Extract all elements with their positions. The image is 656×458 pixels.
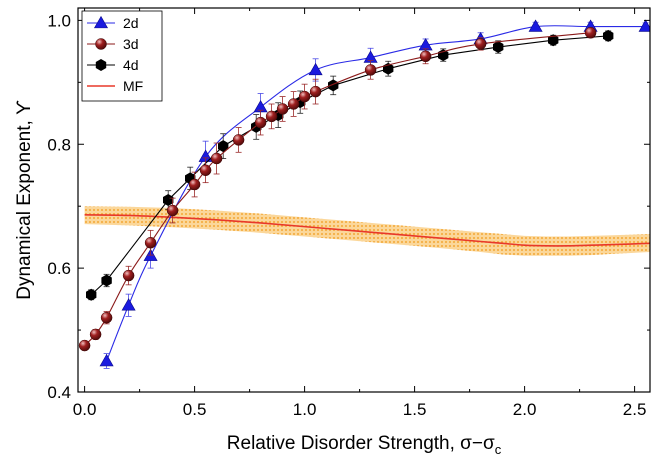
legend-item-3d: 3d: [87, 36, 139, 52]
legend: 2d 3d 4d MF: [81, 10, 163, 102]
legend-label-3d: 3d: [123, 36, 139, 52]
series-3d-point: [298, 90, 311, 103]
series-3d-point: [78, 339, 91, 352]
series-4d-point: [163, 194, 174, 206]
legend-swatch-marker: [95, 38, 107, 50]
series-4d-line: [90, 35, 609, 296]
y-tick-label: 0.8: [47, 135, 71, 154]
series-3d-point: [100, 311, 113, 324]
series-3d-point: [144, 236, 157, 249]
series-3d-point: [166, 204, 179, 217]
series-2d-point: [638, 19, 650, 32]
x-tick-label: 0.5: [183, 400, 207, 419]
series-3d-point: [287, 98, 300, 110]
legend-label-2d: 2d: [123, 15, 139, 31]
series-3d-point: [584, 27, 597, 39]
series-3d-point: [122, 269, 135, 282]
x-tick-label: 2.5: [623, 400, 647, 419]
series-3d-point: [474, 38, 487, 50]
series-3d-point: [199, 164, 212, 177]
series-4d-point: [101, 274, 112, 287]
series-3d-point: [232, 134, 245, 146]
series-4d-point: [603, 29, 614, 42]
legend-swatch-marker: [93, 15, 109, 29]
legend-label-4d: 4d: [123, 57, 139, 73]
x-tick-label: 0.0: [73, 400, 97, 419]
series-3d-point: [419, 50, 432, 63]
series-4d-point: [328, 79, 339, 92]
series-3d-point: [276, 103, 289, 115]
x-tick-label: 1.0: [293, 400, 317, 419]
series-4d: [86, 29, 614, 301]
series-2d-point: [121, 298, 136, 311]
series-2d-point: [99, 353, 114, 367]
x-axis-label-subscript: c: [495, 442, 502, 457]
series-4d-point: [493, 41, 504, 54]
y-tick-label: 1.0: [47, 11, 71, 30]
series-2d-point: [528, 19, 543, 32]
series-3d-point: [89, 328, 102, 341]
series-3d-point: [265, 110, 278, 123]
legend-item-4d: 4d: [87, 57, 139, 73]
legend-item-2d: 2d: [87, 15, 139, 31]
axes: 0.0 0.5 1.0 1.5 2.0 2.5 0.4 0.6 0.8 1.0: [47, 7, 651, 419]
series-3d-point: [188, 178, 201, 191]
y-tick-label: 0.6: [47, 259, 71, 278]
series-3d-point: [364, 64, 377, 76]
series-2d-point: [308, 62, 323, 76]
plot-area: [78, 19, 650, 369]
series-4d-point: [86, 288, 97, 301]
legend-box: [81, 10, 163, 102]
series-4d-point: [218, 140, 229, 153]
x-tick-label: 1.5: [403, 400, 427, 419]
x-axis-label: Relative Disorder Strength, σ−σc: [227, 433, 502, 457]
y-tick-label: 0.4: [47, 383, 71, 402]
mf-series-line: [84, 214, 650, 247]
plot-frame: [77, 7, 651, 393]
legend-item-MF: MF: [87, 78, 143, 94]
x-tick-label: 2.0: [513, 400, 537, 419]
series-3d-point: [309, 85, 322, 98]
series-3d-point: [210, 152, 223, 165]
legend-swatch-marker: [95, 59, 107, 71]
series-3d-point: [254, 116, 267, 129]
series-3d: [78, 27, 597, 352]
legend-label-MF: MF: [123, 78, 143, 94]
y-axis-label: Dynamical Exponent, ϒ: [14, 100, 35, 300]
series-4d-point: [548, 34, 559, 47]
